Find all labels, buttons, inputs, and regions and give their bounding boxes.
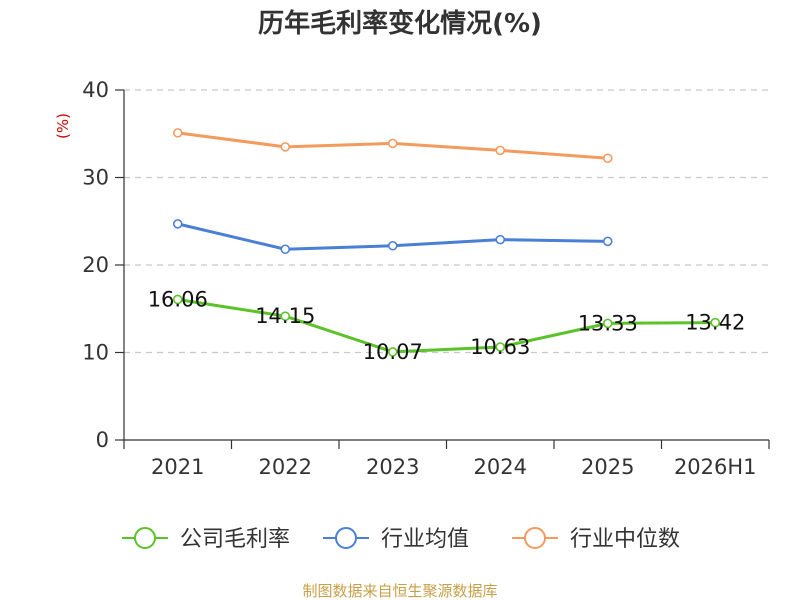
y-axis-unit: (%) (54, 113, 72, 139)
data-point (602, 236, 613, 247)
legend-marker (524, 527, 546, 549)
data-label: 16.06 (148, 287, 208, 311)
source-note: 制图数据来自恒生聚源数据库 (302, 582, 497, 600)
legend: 公司毛利率 行业均值 行业中位数 (122, 527, 680, 552)
data-point (602, 153, 613, 164)
y-tick-label: 20 (82, 253, 109, 277)
data-label: 13.42 (685, 311, 745, 335)
x-tick-label: 2023 (366, 455, 419, 479)
x-tick-label: 2026H1 (674, 455, 757, 479)
legend-label: 行业中位数 (570, 527, 680, 552)
data-label: 13.33 (578, 311, 638, 335)
grid-lines (115, 89, 769, 441)
x-tick-label: 2021 (151, 455, 204, 479)
data-point (280, 142, 291, 152)
data-label: 14.15 (255, 304, 315, 328)
data-point (495, 342, 506, 352)
x-tick-labels: 2021 2022 2023 2024 2025 2026H1 (151, 455, 757, 479)
legend-item: 公司毛利率 (122, 527, 290, 552)
series-line (177, 297, 716, 354)
data-point (387, 347, 398, 357)
data-labels: 16.06 14.15 10.07 10.63 13.33 13.42 (148, 287, 746, 363)
data-point (495, 145, 506, 156)
data-point (602, 318, 613, 329)
data-point (280, 311, 291, 321)
series-points (172, 128, 721, 357)
data-point (172, 219, 183, 229)
chart-title: 历年毛利率变化情况(%) (258, 8, 542, 39)
data-point (172, 128, 183, 138)
legend-item: 行业中位数 (512, 527, 680, 552)
y-tick-label: 40 (82, 78, 109, 102)
data-point (495, 234, 506, 245)
data-label: 10.07 (363, 340, 423, 364)
legend-label: 行业均值 (381, 527, 469, 552)
data-point (280, 244, 291, 255)
data-point (172, 294, 183, 305)
x-tick-label: 2022 (259, 455, 312, 479)
data-point (387, 240, 398, 251)
data-point (710, 317, 721, 328)
axes (123, 90, 770, 449)
y-tick-label: 30 (82, 166, 109, 190)
x-tick-label: 2024 (474, 455, 527, 479)
legend-label: 公司毛利率 (180, 527, 290, 552)
x-tick-label: 2025 (581, 455, 634, 479)
y-tick-labels: 0 10 20 30 40 (82, 78, 109, 452)
data-point (387, 138, 398, 149)
data-label: 10.63 (470, 335, 530, 359)
legend-item: 行业均值 (323, 527, 469, 552)
legend-marker (335, 527, 357, 549)
y-tick-label: 10 (82, 341, 109, 365)
legend-marker (134, 527, 156, 549)
y-tick-label: 0 (96, 428, 109, 452)
